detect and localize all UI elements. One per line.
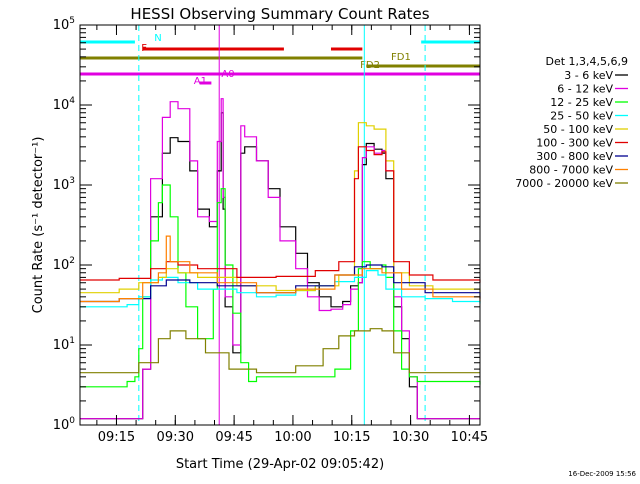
x-tick-label: 10:00 xyxy=(274,430,311,445)
legend-title: Det 1,3,4,5,6,9 xyxy=(545,55,628,68)
footer-date: 16-Dec-2009 15:56 xyxy=(568,470,636,478)
flag-label-f: F xyxy=(141,43,147,54)
legend-label: 3 - 6 keV xyxy=(564,69,613,82)
y-axis-label: Count Rate (s⁻¹ detector⁻¹) xyxy=(31,137,46,314)
x-tick-label: 10:30 xyxy=(392,430,429,445)
y-tick-label: 104 xyxy=(53,96,76,113)
legend-label: 7000 - 20000 keV xyxy=(515,177,613,190)
series-lines xyxy=(80,98,481,420)
flag-label-n: N xyxy=(154,33,161,44)
flag-bars: NFFD1FD2A1A0 xyxy=(80,33,480,87)
legend-label: 300 - 800 keV xyxy=(536,150,613,163)
x-tick-label: 10:45 xyxy=(451,430,488,445)
y-tick-label: 105 xyxy=(53,16,75,33)
flag-label-fd2: FD2 xyxy=(360,60,380,71)
series-line xyxy=(80,235,481,303)
x-axis-label: Start Time (29-Apr-02 09:05:42) xyxy=(176,457,384,472)
x-tick-label: 10:15 xyxy=(333,430,370,445)
x-tick-label: 09:15 xyxy=(98,430,135,445)
flag-label-a0: A0 xyxy=(221,69,234,80)
chart-title: HESSI Observing Summary Count Rates xyxy=(130,5,429,23)
legend-label: 800 - 7000 keV xyxy=(529,164,613,177)
legend-label: 50 - 100 keV xyxy=(543,123,613,136)
y-tick-label: 101 xyxy=(53,336,75,353)
y-tick-label: 102 xyxy=(53,256,75,273)
legend-label: 12 - 25 keV xyxy=(550,96,613,109)
series-line xyxy=(80,98,480,420)
plot-frame xyxy=(79,24,481,426)
series-line xyxy=(80,264,481,303)
flag-label-fd1: FD1 xyxy=(391,52,411,63)
vertical-markers xyxy=(138,25,426,425)
legend-label: 6 - 12 keV xyxy=(557,83,613,96)
legend-label: 100 - 300 keV xyxy=(536,137,613,150)
axes: 100 101 102 103 104 105 09:15 09:30 09:45 10:00 10… xyxy=(53,16,488,445)
x-tick-label: 09:30 xyxy=(157,430,194,445)
series-line xyxy=(80,328,480,374)
x-tick-label: 09:45 xyxy=(215,430,252,445)
y-tick-label: 103 xyxy=(53,176,75,193)
series-line xyxy=(80,184,481,388)
y-tick-label: 100 xyxy=(53,416,76,433)
legend-label: 25 - 50 keV xyxy=(550,110,613,123)
